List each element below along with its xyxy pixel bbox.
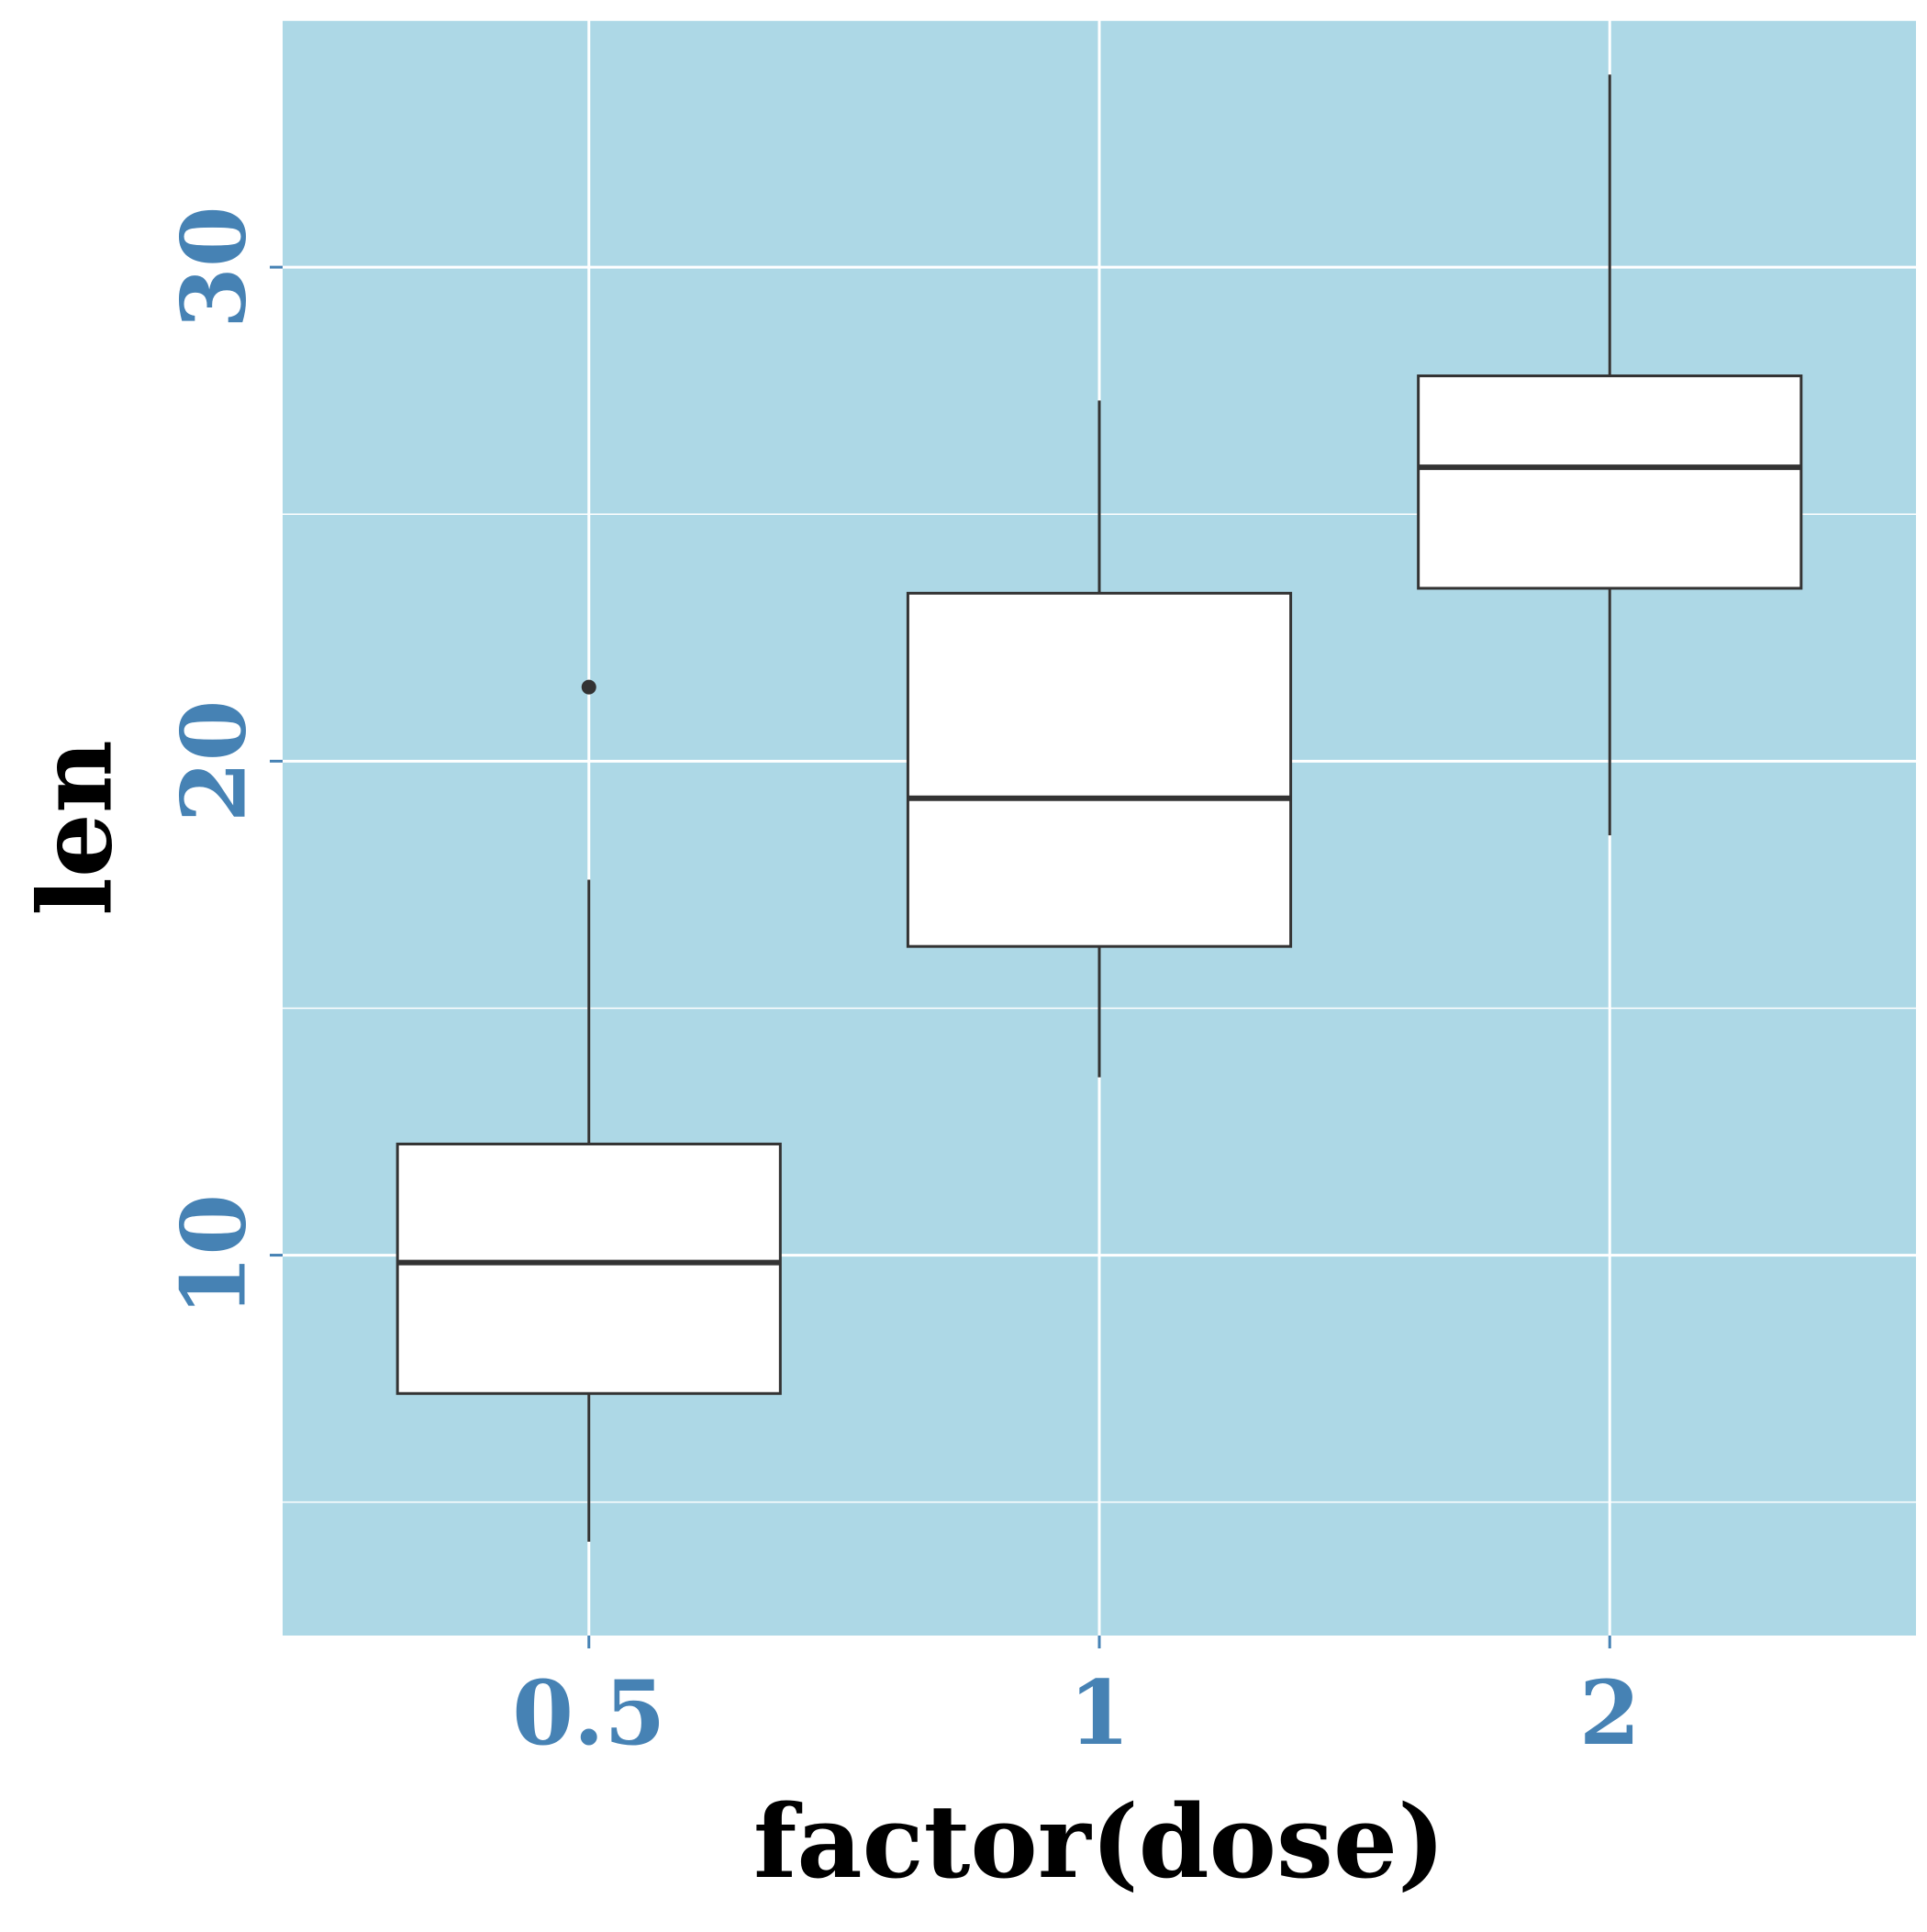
y-axis-title: len bbox=[17, 740, 135, 916]
box-1 bbox=[906, 400, 1293, 1078]
x-tick-label: 1 bbox=[1069, 1661, 1131, 1765]
tick-layer: 10 20 30 0.5 1 2 bbox=[162, 206, 1641, 1765]
iqr-box bbox=[906, 591, 1293, 948]
y-tick-label: 30 bbox=[162, 206, 266, 329]
y-tick-label: 20 bbox=[162, 700, 266, 823]
x-tick-label: 0.5 bbox=[512, 1661, 665, 1765]
x-axis-title: factor(dose) bbox=[753, 1782, 1445, 1901]
box-2 bbox=[1417, 74, 1803, 836]
iqr-box bbox=[1417, 374, 1803, 590]
x-tick-label: 2 bbox=[1579, 1661, 1641, 1765]
box-layer bbox=[395, 74, 1803, 1542]
box-0.5 bbox=[395, 679, 782, 1542]
y-tick-label: 10 bbox=[162, 1194, 266, 1317]
outlier-point bbox=[581, 679, 596, 695]
iqr-box bbox=[395, 1142, 782, 1395]
